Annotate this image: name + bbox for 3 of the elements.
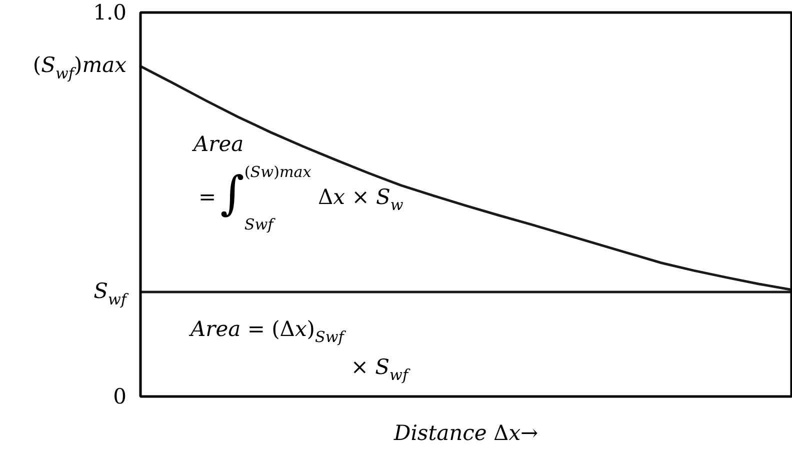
x-axis-title: Distance Δx→ bbox=[392, 420, 538, 445]
y-tick-label: 1.0 bbox=[93, 0, 127, 24]
y-tick-label: 0 bbox=[113, 384, 127, 408]
